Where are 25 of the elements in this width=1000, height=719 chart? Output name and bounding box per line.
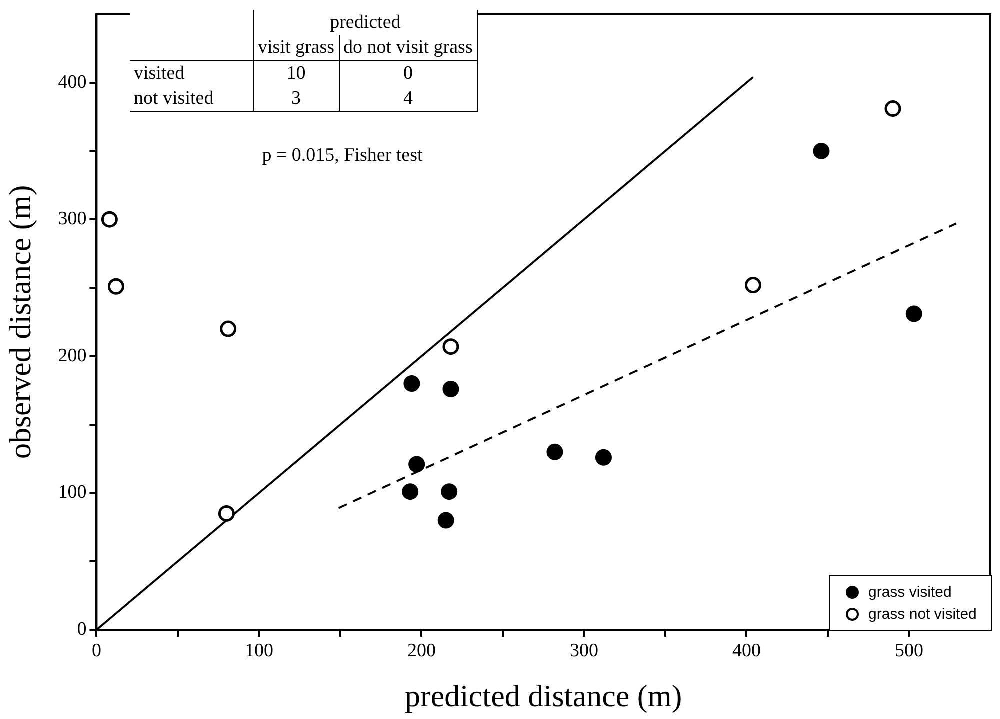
legend-label: grass not visited — [868, 606, 977, 622]
x-tick-label: 100 — [244, 640, 274, 662]
x-tick-label: 0 — [92, 640, 102, 662]
annotation: 0 — [402, 62, 414, 86]
annotation: do not visit grass — [339, 35, 478, 60]
annotation: 4 — [339, 86, 478, 112]
annotation: not visited — [130, 86, 254, 112]
x-tick-label: 400 — [732, 640, 761, 662]
annotation: visited — [130, 60, 254, 86]
annotation: p = 0.015, Fisher test — [261, 145, 424, 167]
annotation: 3 — [254, 86, 340, 112]
x-axis-title: predicted distance (m) — [405, 678, 682, 714]
y-tick-label: 400 — [58, 72, 87, 93]
y-tick-label: 0 — [77, 618, 87, 640]
annotation: predicted — [329, 11, 402, 35]
y-tick-label: 200 — [58, 345, 87, 366]
annotation: visit grass — [254, 35, 340, 60]
legend-label: grass visited — [868, 584, 952, 600]
x-tick-label: 200 — [407, 640, 436, 662]
annotation: 10 — [254, 60, 340, 86]
y-tick-label: 100 — [58, 482, 87, 504]
y-axis-title: observed distance (m) — [2, 185, 38, 460]
x-tick-label: 300 — [570, 640, 598, 662]
y-tick-label: 300 — [58, 208, 87, 230]
x-tick-label: 500 — [894, 640, 924, 662]
